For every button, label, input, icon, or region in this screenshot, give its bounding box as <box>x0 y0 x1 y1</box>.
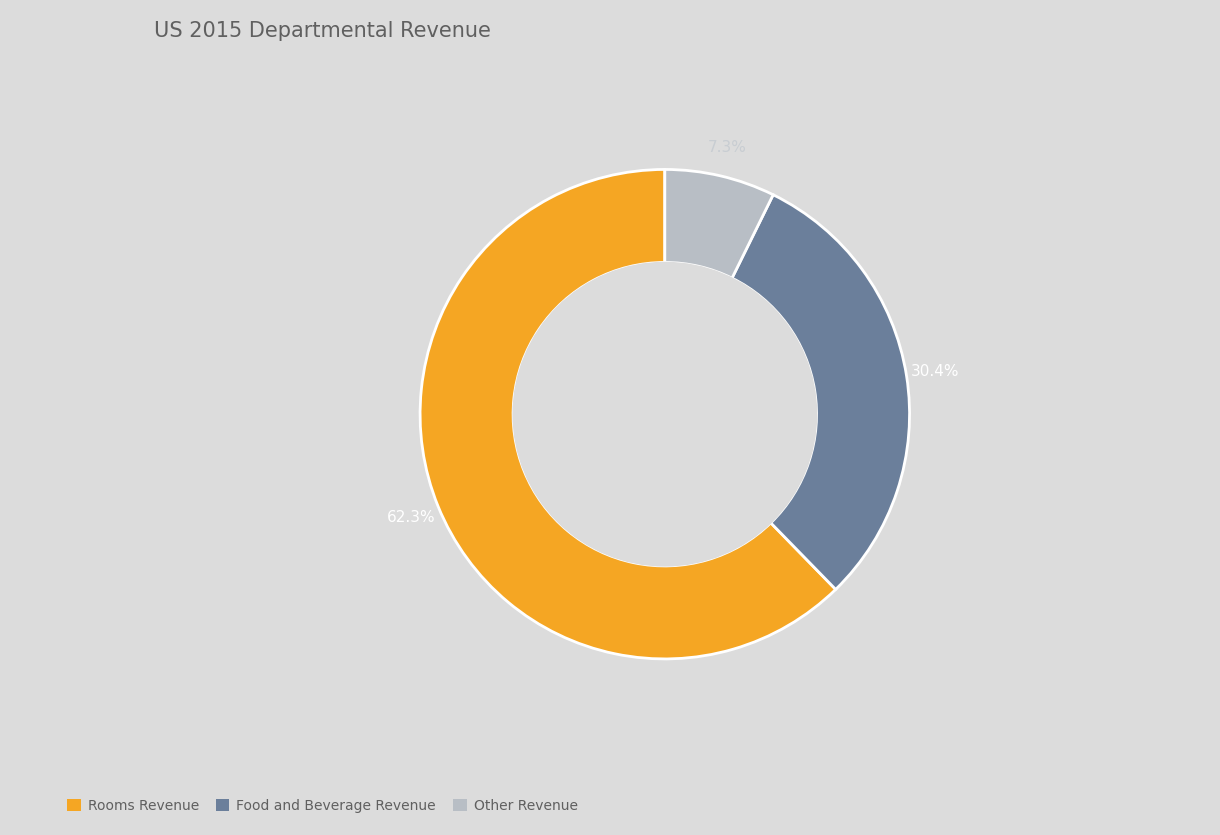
Text: 30.4%: 30.4% <box>911 364 960 379</box>
Wedge shape <box>665 170 773 278</box>
Legend: Rooms Revenue, Food and Beverage Revenue, Other Revenue: Rooms Revenue, Food and Beverage Revenue… <box>61 793 583 818</box>
Circle shape <box>514 262 816 566</box>
Title: US 2015 Departmental Revenue: US 2015 Departmental Revenue <box>154 21 490 41</box>
Text: 62.3%: 62.3% <box>387 510 436 525</box>
Text: 7.3%: 7.3% <box>708 139 747 154</box>
Wedge shape <box>420 170 836 659</box>
Wedge shape <box>732 195 910 590</box>
